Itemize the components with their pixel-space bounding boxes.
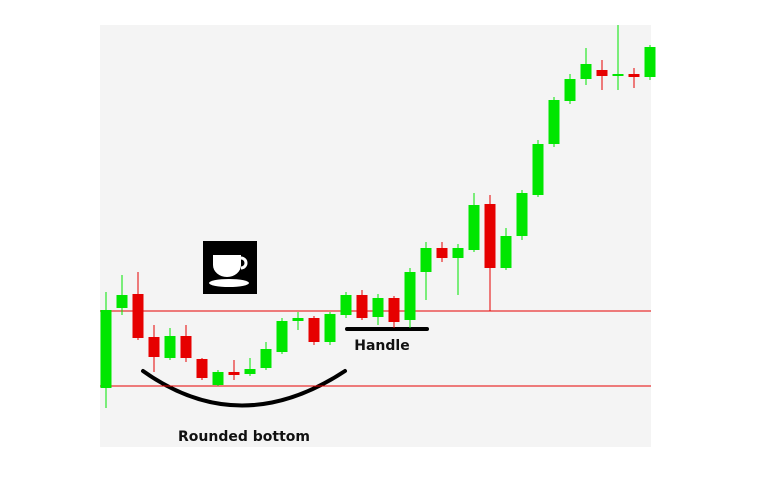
candle-body [372, 298, 384, 317]
candle-body [564, 79, 576, 101]
candle-body [500, 236, 512, 268]
candle-body [324, 314, 336, 342]
candle-body [260, 349, 272, 368]
candle-body [420, 248, 432, 272]
cup-icon [203, 241, 257, 294]
candle-body [388, 298, 400, 322]
candle-body [228, 372, 240, 375]
candle-body [180, 336, 192, 358]
candle-body [596, 70, 608, 76]
candle-body [196, 359, 208, 378]
annotation: Rounded bottom [178, 429, 310, 445]
candle-body [452, 248, 464, 258]
annotation: Handle [354, 338, 409, 354]
plot-area [100, 25, 651, 447]
candle-body [276, 321, 288, 352]
candle-body [356, 295, 368, 318]
candle-body [100, 310, 112, 388]
candle-body [484, 204, 496, 268]
candle-body [340, 295, 352, 315]
candle-body [532, 144, 544, 195]
candle-body [308, 318, 320, 342]
candle-body [148, 337, 160, 357]
candle-body [644, 47, 656, 77]
candle-body [516, 193, 528, 236]
candle-body [244, 369, 256, 374]
candle-body [116, 295, 128, 308]
candle-body [404, 272, 416, 320]
candle-body [436, 248, 448, 258]
candle-body [628, 74, 640, 77]
candle-body [292, 318, 304, 321]
candle-body [468, 205, 480, 250]
candle-body [612, 74, 624, 76]
candle-body [164, 336, 176, 358]
candle-body [548, 100, 560, 144]
candle-body [132, 294, 144, 338]
candle-body [580, 64, 592, 79]
candle-body [212, 372, 224, 385]
